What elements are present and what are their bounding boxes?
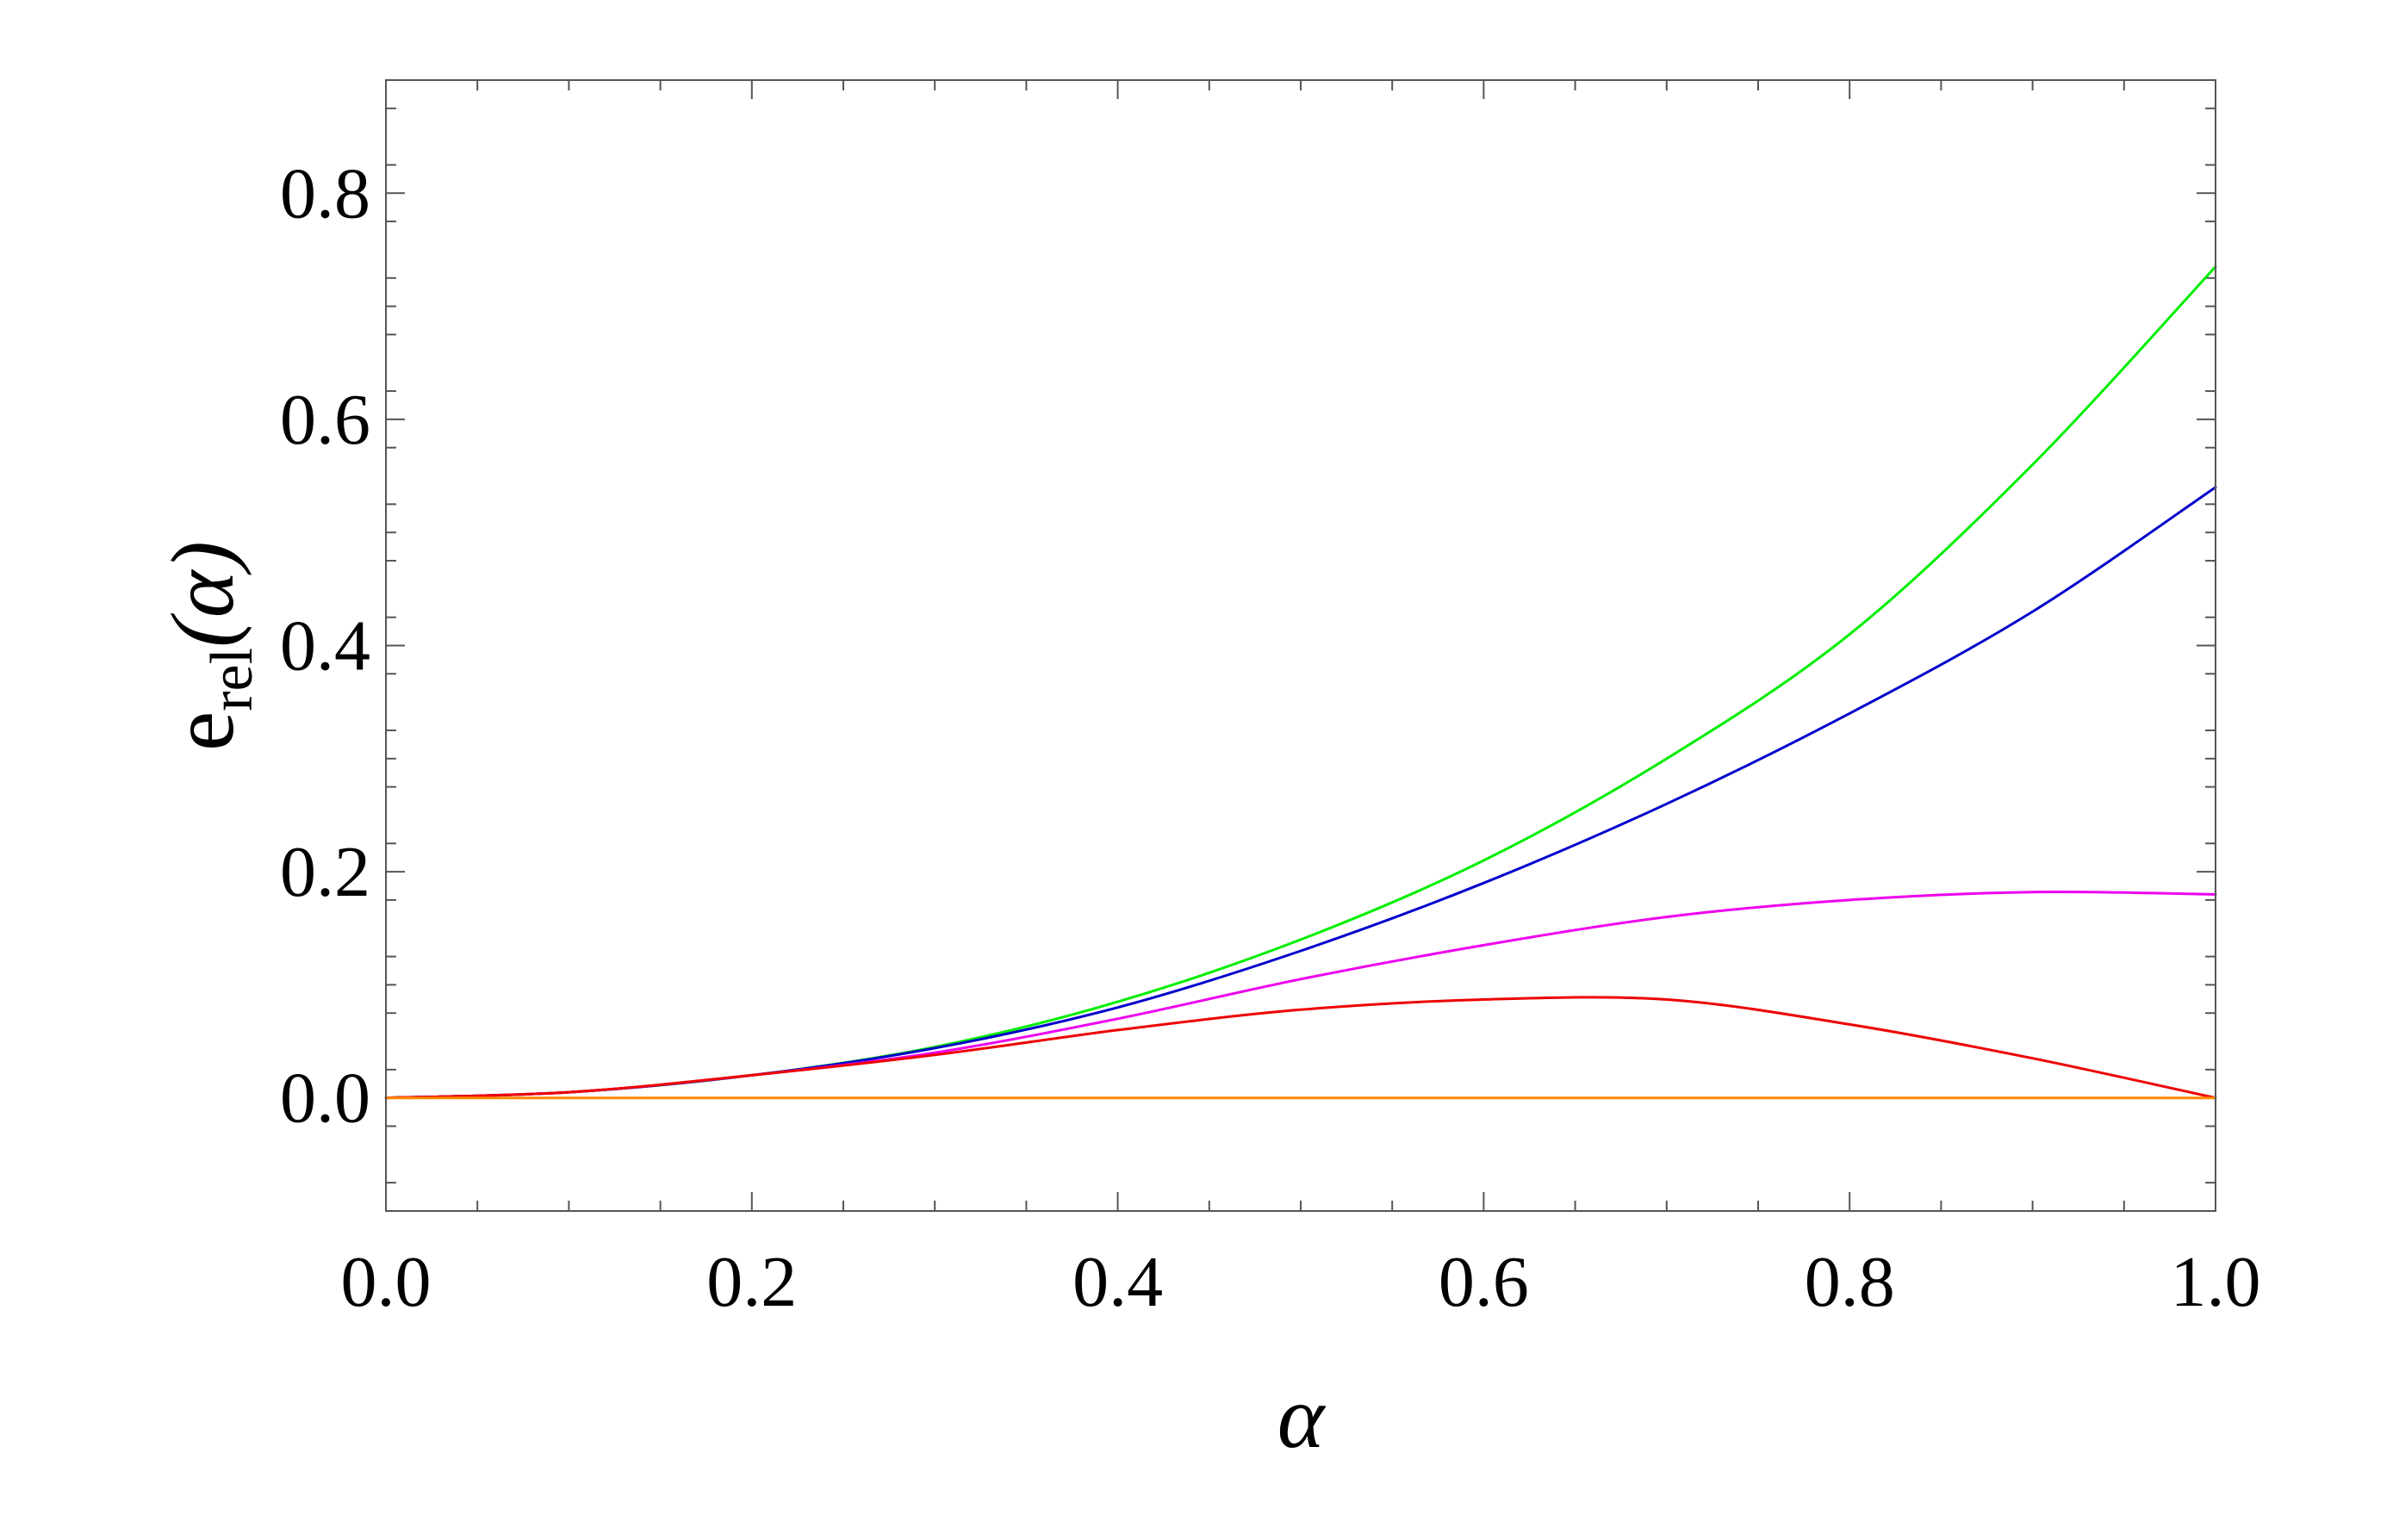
series-line-1 xyxy=(384,265,2217,1100)
y-axis-label: erel(α) xyxy=(153,541,265,751)
y-axis-label-subscript: rel xyxy=(199,648,265,711)
y-axis-label-argument: (α) xyxy=(153,541,252,648)
y-tick-label: 0.8 xyxy=(280,153,370,233)
plot-frame xyxy=(385,79,2216,1212)
y-tick-labels: 0.0 0.2 0.4 0.6 0.8 xyxy=(280,153,370,1138)
x-tick-label: 0.4 xyxy=(1072,1242,1163,1322)
x-tick-labels: 0.0 0.2 0.4 0.6 0.8 1.0 xyxy=(341,1242,2261,1322)
series-lines xyxy=(384,265,2217,1100)
x-tick-label: 1.0 xyxy=(2171,1242,2261,1322)
x-axis-label: α xyxy=(1277,1368,1327,1467)
y-tick-label: 0.6 xyxy=(280,380,370,460)
x-tick-label: 0.0 xyxy=(341,1242,432,1322)
series-line-3 xyxy=(384,890,2217,1100)
x-tick-label: 0.8 xyxy=(1805,1242,1895,1322)
axis-ticks xyxy=(385,80,2216,1211)
y-tick-label: 0.2 xyxy=(280,832,370,912)
y-tick-label: 0.4 xyxy=(280,606,370,686)
y-axis-label-base: e xyxy=(153,711,252,751)
x-tick-label: 0.6 xyxy=(1439,1242,1529,1322)
y-tick-label: 0.0 xyxy=(280,1059,370,1139)
x-tick-label: 0.2 xyxy=(706,1242,797,1322)
series-line-4 xyxy=(384,996,2217,1100)
series-line-2 xyxy=(384,486,2217,1100)
